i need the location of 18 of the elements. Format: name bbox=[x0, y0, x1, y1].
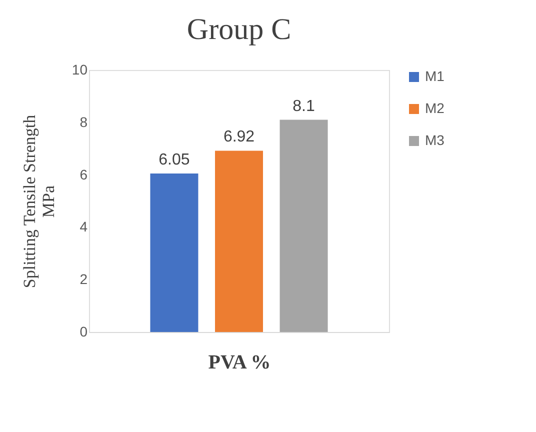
chart-title: Group C bbox=[186, 13, 292, 46]
bar bbox=[280, 120, 328, 332]
legend-label: M1 bbox=[425, 68, 445, 84]
y-tick-label: 4 bbox=[80, 218, 88, 235]
y-tick-label: 0 bbox=[80, 324, 88, 340]
x-axis-title: PVA % bbox=[208, 352, 271, 374]
data-label: 6.05 bbox=[158, 151, 190, 168]
data-label: 8.1 bbox=[292, 98, 315, 115]
y-tick-label: 10 bbox=[72, 62, 88, 78]
bar bbox=[150, 173, 198, 332]
legend-label: M2 bbox=[425, 100, 445, 116]
legend-label: M3 bbox=[425, 132, 445, 148]
y-tick-label: 8 bbox=[80, 114, 88, 130]
y-axis-title: Splitting Tensile Strength MPa bbox=[20, 114, 58, 288]
data-label: 6.92 bbox=[223, 128, 255, 146]
y-tick-label: 6 bbox=[80, 166, 88, 182]
y-tick-label: 2 bbox=[80, 271, 88, 288]
bar bbox=[215, 150, 263, 332]
